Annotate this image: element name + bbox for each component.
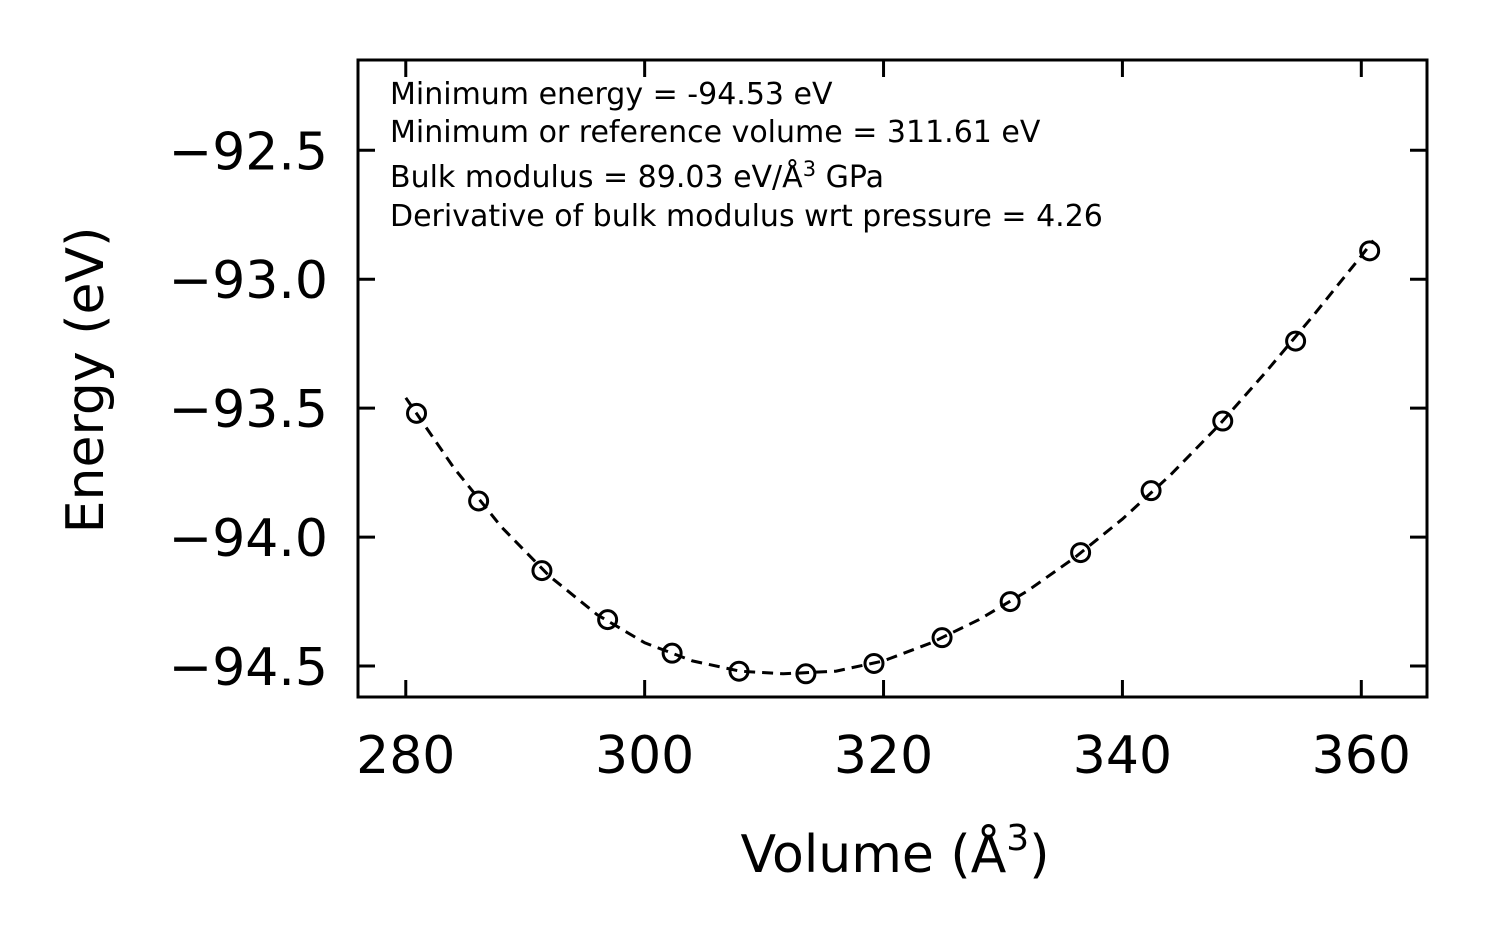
data-point xyxy=(863,652,885,674)
data-point xyxy=(1359,240,1381,262)
x-tick-label: 340 xyxy=(1073,726,1172,786)
fit-curve-layer xyxy=(404,239,1375,676)
y-tick-label: −94.5 xyxy=(169,638,328,698)
data-point xyxy=(1140,480,1162,502)
x-tick-label: 300 xyxy=(595,726,694,786)
data-point xyxy=(597,609,619,631)
y-axis-label: Energy (eV) xyxy=(56,227,116,534)
data-point xyxy=(1285,330,1307,352)
annotation-derivative: Derivative of bulk modulus wrt pressure … xyxy=(390,199,1103,234)
data-point xyxy=(468,490,490,512)
x-tick-label: 320 xyxy=(834,726,933,786)
annotation-bulk-modulus-sup: 3 xyxy=(803,157,816,181)
annotation-bulk-modulus-unit: GPa xyxy=(816,160,884,195)
y-tick-label: −92.5 xyxy=(169,122,328,182)
data-point xyxy=(795,663,817,685)
annotation-bulk-modulus-text: Bulk modulus = 89.03 eV/Å xyxy=(390,159,803,195)
x-tick-label: 360 xyxy=(1312,726,1411,786)
data-point xyxy=(931,627,953,649)
x-axis-label-text: Volume (Å xyxy=(741,823,1007,885)
annotation-box: Minimum energy = -94.53 eV Minimum or re… xyxy=(390,77,1103,234)
x-axis-label-sup: 3 xyxy=(1006,818,1029,859)
x-axis-label-close: ) xyxy=(1029,825,1049,885)
annotation-min-energy: Minimum energy = -94.53 eV xyxy=(390,77,833,112)
ticks-layer: 280 300 320 340 360 −92.5 −93.0 −93.5 −94.0 −94.5 xyxy=(169,60,1427,786)
annotation-bulk-modulus: Bulk modulus = 89.03 eV/Å3 GPa xyxy=(390,157,884,195)
data-point xyxy=(1212,410,1234,432)
data-point xyxy=(531,560,553,582)
data-point xyxy=(1070,542,1092,564)
y-tick-label: −93.5 xyxy=(169,380,328,440)
fit-curve xyxy=(404,239,1375,676)
data-point xyxy=(661,642,683,664)
y-tick-label: −93.0 xyxy=(169,251,328,311)
y-tick-label: −94.0 xyxy=(169,509,328,569)
data-point xyxy=(406,402,428,424)
x-tick-label: 280 xyxy=(356,726,455,786)
x-axis-label: Volume (Å3) xyxy=(741,818,1050,885)
data-point xyxy=(728,660,750,682)
plot-frame xyxy=(356,58,1429,699)
data-points-layer xyxy=(406,240,1381,685)
annotation-ref-volume: Minimum or reference volume = 311.61 eV xyxy=(390,115,1041,150)
data-point xyxy=(999,591,1021,613)
